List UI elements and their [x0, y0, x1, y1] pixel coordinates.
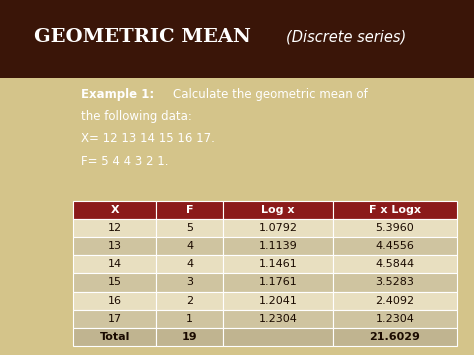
Bar [73, 201, 156, 219]
Text: 1.1761: 1.1761 [258, 278, 297, 288]
Bar [333, 255, 457, 273]
Bar [156, 201, 223, 219]
Bar [333, 291, 457, 310]
Text: 4.4556: 4.4556 [375, 241, 414, 251]
Text: the following data:: the following data: [81, 110, 191, 123]
Bar [156, 310, 223, 328]
Bar [0, 78, 474, 355]
Text: 12: 12 [108, 223, 122, 233]
Text: Total: Total [100, 332, 130, 342]
Bar [73, 255, 156, 273]
Text: GEOMETRIC MEAN: GEOMETRIC MEAN [34, 28, 251, 46]
Bar [156, 291, 223, 310]
Bar [156, 328, 223, 346]
Bar [223, 255, 333, 273]
Bar [73, 328, 156, 346]
Bar [156, 219, 223, 237]
Text: 5.3960: 5.3960 [375, 223, 414, 233]
Text: F: F [186, 205, 193, 215]
Bar [223, 291, 333, 310]
Bar [223, 237, 333, 255]
Bar [73, 273, 156, 291]
Text: 1.1461: 1.1461 [258, 259, 297, 269]
Bar [156, 273, 223, 291]
Text: Calculate the geometric mean of: Calculate the geometric mean of [173, 88, 368, 100]
Text: F x Logx: F x Logx [369, 205, 421, 215]
Bar [223, 201, 333, 219]
Text: 16: 16 [108, 296, 122, 306]
Text: 4.5844: 4.5844 [375, 259, 415, 269]
Bar [156, 237, 223, 255]
Text: F= 5 4 4 3 2 1.: F= 5 4 4 3 2 1. [81, 155, 168, 168]
Bar [223, 273, 333, 291]
Text: 2: 2 [186, 296, 193, 306]
Text: 1: 1 [186, 314, 193, 324]
Text: (Discrete series): (Discrete series) [286, 30, 406, 45]
Text: 5: 5 [186, 223, 193, 233]
Bar [73, 219, 156, 237]
Text: 19: 19 [182, 332, 198, 342]
Text: 1.2304: 1.2304 [258, 314, 297, 324]
Bar [333, 328, 457, 346]
Bar [223, 219, 333, 237]
Text: Example 1:: Example 1: [81, 88, 154, 100]
Bar [333, 201, 457, 219]
Bar [223, 328, 333, 346]
Bar [333, 219, 457, 237]
Text: 17: 17 [108, 314, 122, 324]
Bar [333, 310, 457, 328]
Text: 2.4092: 2.4092 [375, 296, 415, 306]
Text: 15: 15 [108, 278, 122, 288]
Text: 3.5283: 3.5283 [375, 278, 414, 288]
Text: X: X [110, 205, 119, 215]
Bar [73, 291, 156, 310]
Text: 1.0792: 1.0792 [258, 223, 297, 233]
Text: 13: 13 [108, 241, 122, 251]
Bar [223, 310, 333, 328]
Text: 3: 3 [186, 278, 193, 288]
Bar [333, 273, 457, 291]
Text: 4: 4 [186, 259, 193, 269]
Text: 4: 4 [186, 241, 193, 251]
Text: Log x: Log x [261, 205, 295, 215]
Text: X= 12 13 14 15 16 17.: X= 12 13 14 15 16 17. [81, 132, 214, 145]
Bar [73, 237, 156, 255]
Text: 1.2304: 1.2304 [375, 314, 414, 324]
Bar [0, 0, 474, 78]
Bar [333, 237, 457, 255]
Text: 1.1139: 1.1139 [258, 241, 297, 251]
Bar [156, 255, 223, 273]
Bar [73, 310, 156, 328]
Text: 14: 14 [108, 259, 122, 269]
Text: 1.2041: 1.2041 [258, 296, 297, 306]
Text: 21.6029: 21.6029 [370, 332, 420, 342]
